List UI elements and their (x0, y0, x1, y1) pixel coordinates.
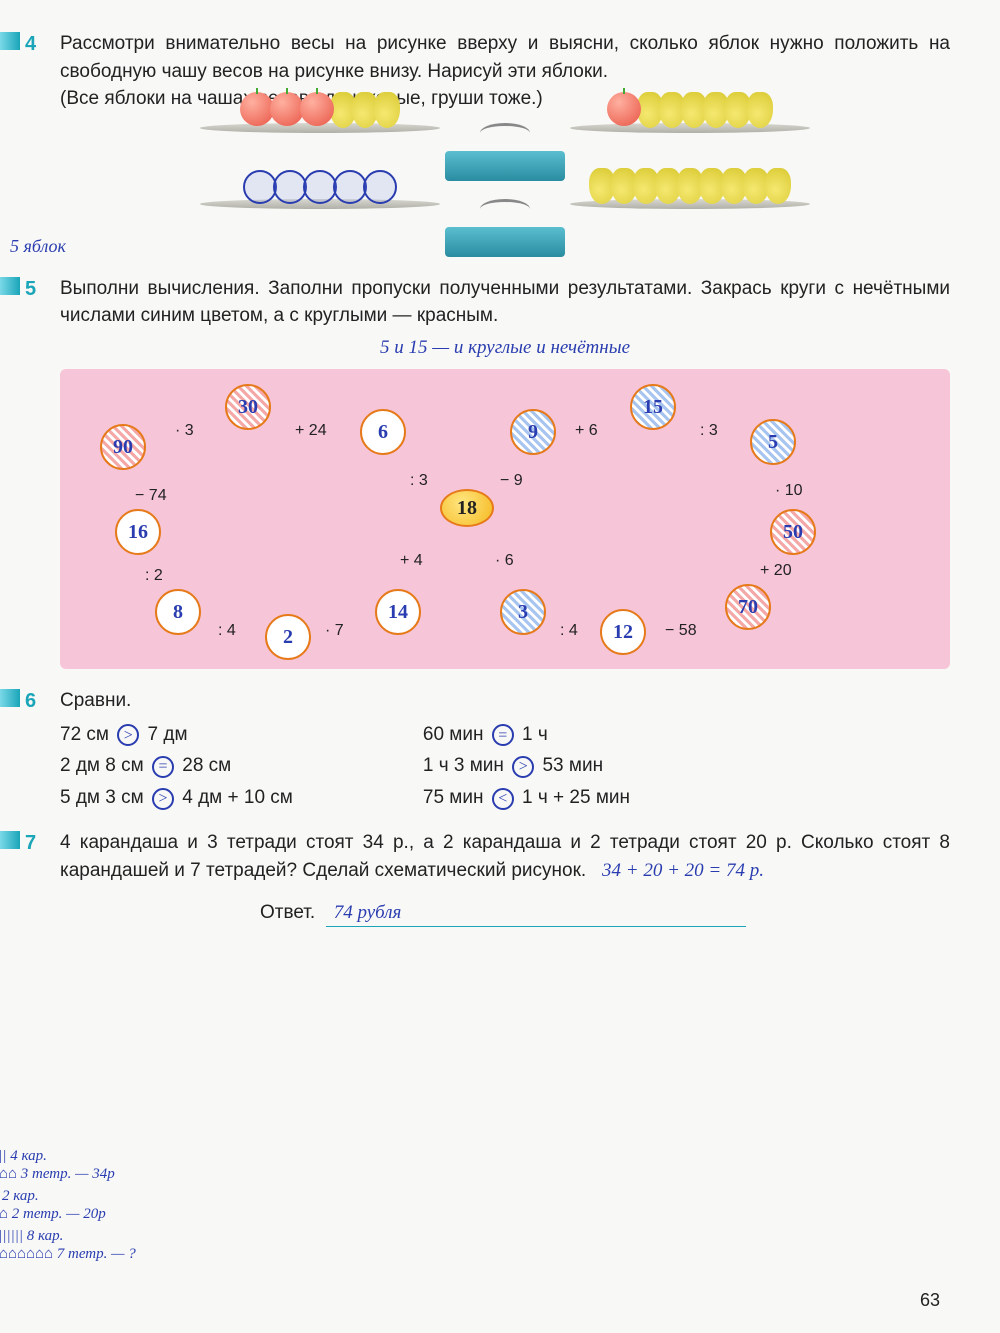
compare-sign: = (492, 724, 514, 746)
problem-4: 4 Рассмотри внимательно весы на рисунке … (60, 30, 950, 257)
handwritten-note: 5 и 15 — и круглые и нечётные (60, 334, 950, 362)
problem-text: Выполни вычисления. Заполни пропуски пол… (60, 275, 950, 330)
diagram-node: 30 (225, 384, 271, 430)
compare-sign: > (152, 788, 174, 810)
compare-row: 60 мин = 1 ч (423, 721, 630, 749)
diagram-op-label: · 7 (325, 619, 344, 642)
problem-7: 7 4 карандаша и 3 тетради стоят 34 р., а… (60, 829, 950, 927)
diagram-node: 12 (600, 609, 646, 655)
diagram-node: 9 (510, 409, 556, 455)
compare-grid: 72 см > 7 дм 2 дм 8 см = 28 см 5 дм 3 см >… (60, 721, 950, 812)
compare-row: 72 см > 7 дм (60, 721, 293, 749)
diagram-op-label: : 3 (700, 419, 718, 442)
diagram-op-label: − 58 (665, 619, 697, 642)
problem-text: 4 карандаша и 3 тетради стоят 34 р., а 2… (60, 829, 950, 884)
tray-bottom-right (570, 168, 810, 204)
diagram-op-label: + 20 (760, 559, 792, 582)
compare-row: 5 дм 3 см > 4 дм + 10 см (60, 784, 293, 812)
tray-bottom-left (200, 170, 440, 204)
diagram-op-label: : 4 (560, 619, 578, 642)
problem-number: 5 (25, 275, 36, 304)
diagram-node: 90 (100, 424, 146, 470)
diagram-op-label: : 3 (410, 469, 428, 492)
compare-sign: > (117, 724, 139, 746)
diagram-node: 5 (750, 419, 796, 465)
compare-right-col: 60 мин = 1 ч 1 ч 3 мин > 53 мин 75 мин < 1… (423, 721, 630, 812)
compare-row: 1 ч 3 мин > 53 мин (423, 752, 630, 780)
diagram-center-node: 18 (440, 489, 494, 527)
tray-top-left (200, 92, 440, 128)
compare-sign: < (492, 788, 514, 810)
tray-top-right (570, 92, 810, 128)
problem-6: 6 Сравни. 72 см > 7 дм2 дм 8 см = 28 см5… (60, 687, 950, 811)
handwritten-answer: 5 яблок (10, 233, 66, 259)
scale-bottom (60, 199, 950, 219)
page-number: 63 (920, 1287, 940, 1313)
diagram-node: 50 (770, 509, 816, 555)
compare-left-col: 72 см > 7 дм 2 дм 8 см = 28 см 5 дм 3 см >… (60, 721, 293, 812)
handwritten-calc: 34 + 20 + 20 = 74 р. (602, 860, 764, 881)
diagram-op-label: + 6 (575, 419, 598, 442)
answer-label: Ответ. (260, 902, 315, 923)
diagram-op-label: + 4 (400, 549, 423, 572)
scales-illustration: 5 яблок (60, 123, 950, 257)
diagram-node: 6 (360, 409, 406, 455)
problem-note: (Все яблоки на чашах весов одинаковые, г… (60, 85, 950, 113)
answer-value: 74 рубля (326, 899, 746, 928)
problem-title: Сравни. (60, 687, 950, 715)
diagram-op-label: − 74 (135, 484, 167, 507)
diagram-node: 3 (500, 589, 546, 635)
diagram-op-label: − 9 (500, 469, 523, 492)
diagram-node: 14 (375, 589, 421, 635)
diagram-node: 15 (630, 384, 676, 430)
calculation-diagram: 18 90 30 6 9 15 5 16 50 8 2 14 3 12 70 · 3 + 24 − 74 : 3 − … (60, 369, 950, 669)
diagram-node: 2 (265, 614, 311, 660)
compare-sign: = (152, 756, 174, 778)
scale-top (60, 123, 950, 143)
problem-number: 4 (25, 30, 36, 59)
diagram-node: 16 (115, 509, 161, 555)
compare-sign: > (512, 756, 534, 778)
diagram-op-label: : 2 (145, 564, 163, 587)
problem-number: 7 (25, 829, 36, 858)
diagram-op-label: · 3 (175, 419, 194, 442)
problem-text: Рассмотри внимательно весы на рисунке вв… (60, 30, 950, 85)
compare-row: 2 дм 8 см = 28 см (60, 752, 293, 780)
compare-row: 75 мин < 1 ч + 25 мин (423, 784, 630, 812)
diagram-op-label: · 6 (495, 549, 514, 572)
problem-number: 6 (25, 687, 36, 716)
problem-5: 5 Выполни вычисления. Заполни пропуски п… (60, 275, 950, 670)
diagram-op-label: : 4 (218, 619, 236, 642)
diagram-node: 70 (725, 584, 771, 630)
margin-notes: |||| 4 кар.⌂⌂⌂ 3 тетр. — 34р || 2 кар.⌂⌂… (0, 1147, 136, 1263)
diagram-op-label: + 24 (295, 419, 327, 442)
diagram-node: 8 (155, 589, 201, 635)
diagram-op-label: · 10 (775, 479, 803, 502)
